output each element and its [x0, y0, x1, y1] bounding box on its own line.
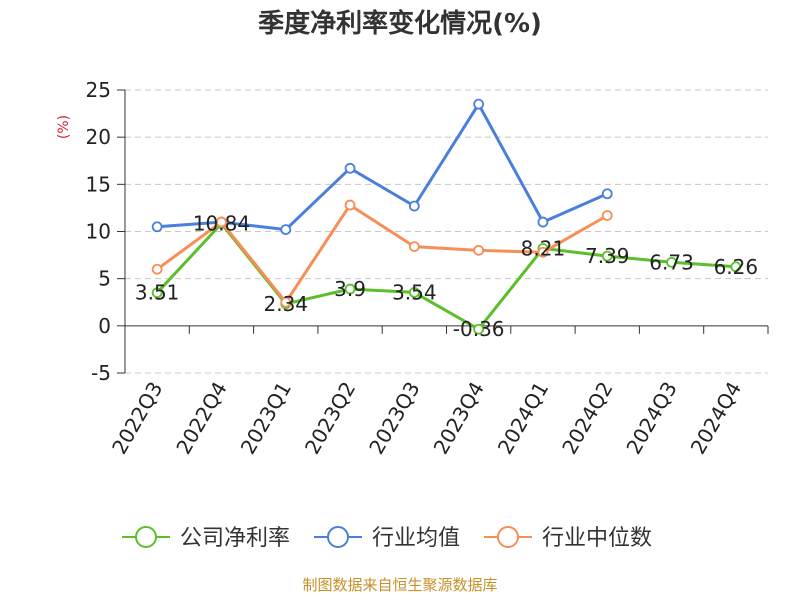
- x-tick-label: 2024Q2: [557, 378, 617, 459]
- source-note: 制图数据来自恒生聚源数据库: [302, 576, 497, 594]
- data-label: 3.51: [135, 281, 180, 305]
- data-point: [216, 216, 227, 228]
- data-point: [408, 287, 420, 298]
- data-point: [408, 200, 420, 212]
- data-point: [473, 244, 485, 256]
- data-point: [280, 224, 292, 236]
- legend-label: 行业中位数: [542, 526, 652, 551]
- x-tick-label: 2024Q1: [493, 378, 553, 459]
- x-tick-label: 2023Q3: [364, 378, 424, 459]
- data-point: [151, 287, 163, 299]
- series-line-1: [157, 102, 608, 232]
- data-point: [537, 216, 549, 228]
- data-label: 8.21: [521, 236, 566, 260]
- data-point: [537, 246, 549, 258]
- data-label: 10.84: [193, 212, 250, 236]
- data-point: [344, 162, 356, 174]
- y-tick-label: -5: [91, 361, 111, 385]
- data-point: [151, 221, 163, 233]
- data-label: 3.54: [392, 280, 437, 304]
- data-label: 7.39: [585, 244, 630, 268]
- series-line-2: [156, 203, 609, 304]
- y-tick-label: 25: [86, 78, 111, 102]
- data-point: [473, 323, 485, 335]
- y-tick-label: 15: [86, 172, 111, 196]
- grid: [125, 89, 768, 374]
- y-tick-label: 10: [86, 220, 111, 244]
- x-tick-label: 2023Q4: [429, 378, 489, 459]
- legend-label: 公司净利率: [180, 526, 290, 551]
- x-tick-label: 2022Q3: [107, 378, 167, 459]
- x-tick-label: 2024Q3: [621, 378, 681, 459]
- data-point: [473, 98, 485, 110]
- y-tick-label: 20: [86, 125, 111, 149]
- data-label: 3.9: [334, 277, 366, 301]
- data-label: 2.34: [263, 292, 308, 316]
- y-unit-label: (%): [56, 115, 72, 139]
- data-point: [601, 188, 613, 200]
- data-point: [344, 283, 356, 295]
- data-point: [601, 210, 613, 221]
- series-lines: [151, 98, 742, 335]
- legend-label: 行业均值: [372, 526, 460, 551]
- data-label: 6.73: [649, 250, 694, 274]
- x-tick-label: 2023Q2: [300, 378, 360, 459]
- data-point: [280, 296, 292, 308]
- x-tick-label: 2022Q4: [171, 378, 231, 459]
- legend-marker: [327, 526, 349, 548]
- chart-title: 季度净利率变化情况(%): [258, 8, 542, 39]
- y-tick-label: 5: [98, 267, 111, 291]
- data-point: [730, 261, 742, 273]
- y-tick-label: 0: [98, 314, 111, 338]
- data-labels: 3.51 10.84 2.34 3.9 3.54 -0.36 8.21 7.39 6.73 6.2…: [135, 212, 758, 342]
- series-line-0: [156, 222, 737, 331]
- data-point: [408, 241, 420, 252]
- data-point: [601, 250, 613, 262]
- x-tick-label: 2023Q1: [236, 378, 296, 459]
- data-label: 6.26: [714, 255, 759, 279]
- data-label: -0.36: [453, 317, 505, 341]
- legend-marker: [497, 526, 519, 548]
- data-point: [344, 199, 356, 211]
- legend: 公司净利率 行业均值 行业中位数: [122, 526, 652, 551]
- data-point: [151, 263, 163, 275]
- data-point: [666, 256, 677, 268]
- x-tick-label: 2024Q4: [686, 378, 746, 459]
- legend-marker: [135, 526, 157, 548]
